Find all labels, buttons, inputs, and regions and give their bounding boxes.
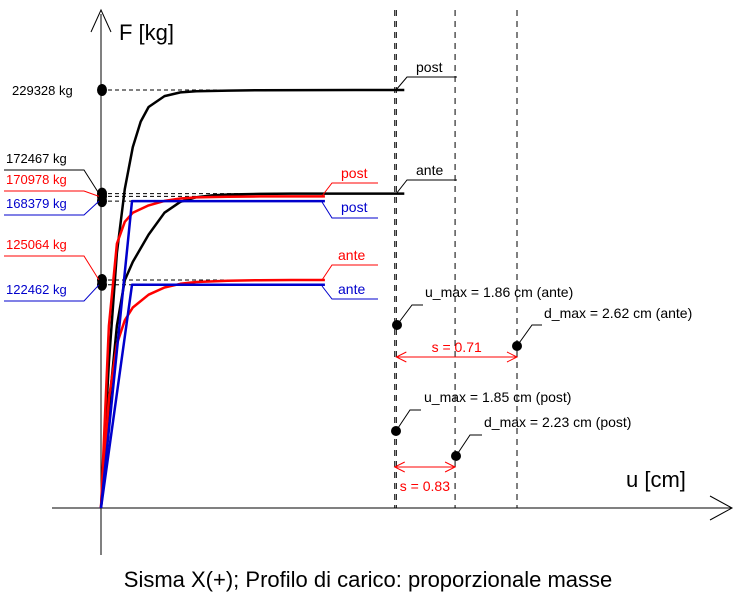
annotation-leader: [395, 409, 421, 432]
vertical-reference-lines: [394, 10, 518, 508]
y-marker-label: 168379 kg: [6, 196, 67, 211]
curve-label: post: [341, 165, 368, 181]
series-group: [99, 88, 405, 509]
curve-label: ante: [416, 162, 443, 178]
curve-label: ante: [338, 247, 365, 263]
y-marker-label: 229328 kg: [12, 83, 73, 98]
series-line-post-red: [99, 195, 325, 509]
curve-label-leader: [321, 285, 378, 300]
y-marker-label: 170978 kg: [6, 172, 67, 187]
curve-label: post: [416, 59, 443, 75]
y-marker-leader: [4, 284, 100, 302]
y-marker-leader: [4, 255, 100, 281]
span-arrow-right-icon: [506, 351, 519, 363]
series-line-ante-black: [99, 192, 405, 509]
series-line-post-blue: [99, 199, 325, 509]
y-axis-label: F [kg]: [119, 20, 174, 45]
chart-caption: Sisma X(+); Profilo di carico: proporzio…: [124, 567, 612, 592]
annotation-label: u_max = 1.85 cm (post): [424, 389, 571, 405]
annotation-leader: [396, 304, 423, 326]
curve-label: ante: [338, 281, 365, 297]
span-arrow-left-icon: [393, 461, 405, 473]
y-axis-arrow-icon: [90, 8, 112, 33]
span-label: s = 0.71: [432, 339, 482, 355]
span-arrow-right-icon: [444, 461, 457, 473]
y-marker-dot: [97, 278, 107, 291]
y-marker-label: 122462 kg: [6, 282, 67, 297]
span-arrow-left-icon: [395, 351, 407, 363]
curve-label-leader: [395, 179, 457, 195]
y-marker-dot: [97, 195, 107, 208]
x-axis-label: u [cm]: [626, 467, 686, 492]
series-line-ante-blue: [99, 283, 325, 509]
y-marker-label: 172467 kg: [6, 151, 67, 166]
span-label: s = 0.83: [400, 478, 450, 494]
y-marker-label: 125064 kg: [6, 237, 67, 252]
curve-label-leader: [321, 182, 378, 197]
x-axis-arrow-icon: [709, 495, 734, 521]
curve-label: post: [341, 199, 368, 215]
curve-label-leader: [395, 76, 457, 91]
annotation-leader: [455, 434, 482, 457]
annotation-leader: [516, 324, 542, 347]
annotation-label: u_max = 1.86 cm (ante): [425, 284, 573, 300]
y-marker-dot: [97, 84, 107, 96]
series-line-post-black: [99, 88, 405, 509]
y-marker-leader: [4, 190, 100, 197]
y-marker-leader: [4, 200, 100, 216]
series-line-ante-red: [99, 278, 325, 509]
annotation-label: d_max = 2.23 cm (post): [484, 414, 631, 430]
curve-label-leader: [321, 264, 378, 281]
y-marker-leader: [4, 169, 100, 194]
annotation-label: d_max = 2.62 cm (ante): [544, 305, 692, 321]
curve-label-leader: [321, 201, 378, 219]
